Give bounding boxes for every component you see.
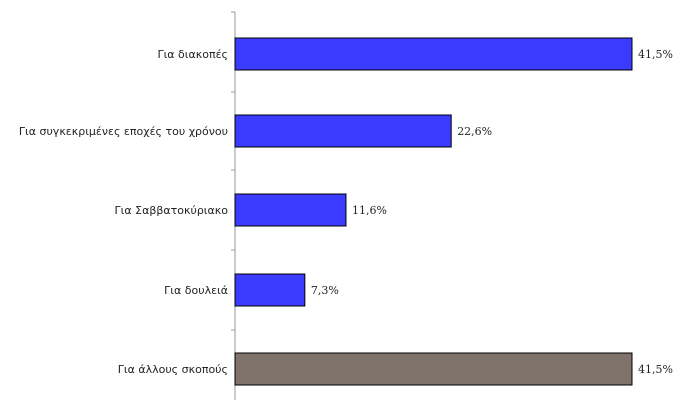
category-labels-group: Για διακοπές Για συγκεκριμένες εποχές του…	[19, 48, 228, 376]
value-label: 22,6%	[457, 125, 492, 138]
value-label: 11,6%	[352, 204, 387, 217]
value-label: 7,3%	[311, 284, 339, 297]
category-label: Για συγκεκριμένες εποχές του χρόνου	[19, 125, 228, 138]
bars-group	[234, 37, 633, 386]
bar	[234, 114, 452, 148]
bar	[234, 273, 306, 307]
value-label: 41,5%	[638, 363, 673, 376]
bar	[234, 352, 633, 386]
category-label: Για δουλειά	[164, 284, 228, 297]
value-labels-group: 41,5% 22,6% 11,6% 7,3% 41,5%	[311, 48, 673, 376]
category-label: Για άλλους σκοπούς	[118, 363, 228, 376]
bar	[234, 193, 347, 227]
value-label: 41,5%	[638, 48, 673, 61]
bar	[234, 37, 633, 71]
category-label: Για Σαββατοκύριακο	[115, 204, 229, 217]
y-axis-ticks	[231, 11, 235, 331]
category-label: Για διακοπές	[157, 48, 228, 61]
